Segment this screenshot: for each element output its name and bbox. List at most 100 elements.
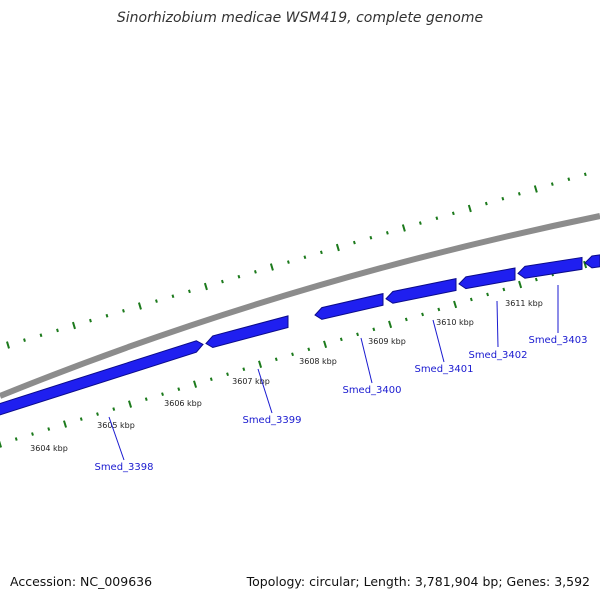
inner-track-dot [0, 440, 3, 448]
tick-label: 3608 kbp [299, 357, 337, 366]
outer-track-dot [451, 211, 455, 216]
gene-leader-line [360, 337, 373, 384]
inner-track-dot [209, 377, 213, 382]
tick-label: 3605 kbp [97, 421, 135, 430]
inner-track-dot [274, 357, 278, 362]
inner-track-dot [112, 407, 116, 411]
outer-track-dot [303, 255, 307, 260]
inner-track-dot [534, 277, 538, 282]
tick-label: 3610 kbp [436, 318, 474, 327]
outer-track-dot [335, 243, 340, 252]
inner-track-dot [161, 392, 164, 396]
gene-labels: Smed_3398 Smed_3399 Smed_3400 Smed_3401 Smed… [94, 285, 588, 473]
gene-leader-line [496, 300, 499, 348]
inner-track-dot [258, 360, 263, 368]
tick-label: 3606 kbp [164, 399, 202, 408]
outer-track-dot [155, 299, 158, 303]
inner-track-dot [372, 327, 376, 332]
inner-track-dot [226, 372, 229, 377]
inner-track-dot [193, 380, 198, 388]
gene-arrow [314, 292, 384, 320]
outer-track-dot [89, 318, 92, 323]
gene-arrow [205, 315, 289, 349]
outer-track-dot [501, 196, 505, 201]
gene-label: Smed_3403 [528, 335, 587, 346]
gene-label: Smed_3398 [94, 462, 153, 473]
gene-label: Smed_3400 [342, 385, 401, 396]
outer-track-dot [352, 240, 356, 245]
map-title: Sinorhizobium medicae WSM419, complete g… [117, 10, 483, 26]
outer-track-dot [435, 216, 439, 221]
outer-track-dot [39, 333, 43, 338]
accession-text: Accession: NC_009636 [10, 574, 152, 589]
outer-track-dot [385, 231, 389, 235]
gene-track [0, 254, 600, 416]
outer-track-dot [369, 235, 373, 240]
gene-label: Smed_3402 [468, 350, 527, 361]
outer-track-dot [221, 279, 224, 284]
outer-track-dot [203, 282, 208, 291]
outer-track-dot [418, 221, 422, 225]
outer-track-dot [319, 250, 323, 255]
outer-track-dot [254, 270, 257, 274]
inner-track-dot [291, 352, 294, 357]
inner-track-dot [469, 297, 473, 302]
outer-dotted-track [6, 172, 587, 349]
outer-track-dot [56, 328, 59, 333]
inner-track-dot [486, 292, 490, 297]
inner-track-dot [453, 300, 458, 309]
inner-track-dot [323, 340, 328, 349]
outer-track-dot [583, 172, 587, 177]
gene-arrow [0, 340, 204, 416]
outer-track-dot [137, 302, 142, 310]
inner-track-dot [307, 347, 311, 352]
tick-label: 3611 kbp [505, 299, 543, 308]
inner-track-dot [31, 432, 34, 436]
outer-track-dot [237, 274, 241, 279]
outer-track-dot [105, 313, 109, 318]
outer-track-dot [23, 338, 26, 342]
gene-arrow [385, 278, 457, 304]
inner-track-dot [14, 437, 18, 441]
outer-track-dot [6, 341, 10, 349]
inner-track-dot [502, 287, 506, 292]
inner-track-dot [144, 397, 148, 401]
inner-track-dot [63, 420, 68, 428]
gene-leader-line [257, 368, 273, 414]
inner-track-dot [583, 260, 588, 269]
inner-dotted-track [0, 260, 588, 448]
outer-track-dot [286, 260, 290, 264]
tick-label: 3607 kbp [232, 377, 270, 386]
inner-track-dot [356, 332, 359, 337]
inner-track-dot [437, 307, 441, 312]
genome-summary-text: Topology: circular; Length: 3,781,904 bp… [246, 574, 590, 589]
inner-track-dot [96, 412, 99, 416]
outer-track-dot [122, 309, 125, 313]
genome-backbone [0, 213, 600, 399]
outer-track-dot [401, 224, 406, 232]
gene-leader-line [108, 416, 125, 461]
inner-track-dot [518, 280, 523, 289]
kbp-tick-labels: 3604 kbp 3605 kbp 3606 kbp 3607 kbp 3608 kbp… [30, 299, 543, 453]
inner-track-dot [242, 367, 246, 372]
outer-track-dot [567, 177, 571, 182]
inner-track-dot [128, 400, 133, 408]
tick-label: 3604 kbp [30, 444, 68, 453]
gene-arrow [517, 256, 583, 279]
inner-track-dot [79, 417, 83, 421]
inner-track-dot [421, 312, 425, 317]
outer-track-dot [467, 204, 472, 213]
outer-track-dot [71, 321, 76, 330]
gene-arrow [458, 267, 516, 290]
gene-arrow [584, 254, 600, 269]
outer-track-dot [484, 201, 488, 206]
inner-track-dot [177, 387, 181, 391]
outer-track-dot [533, 185, 538, 193]
gene-label: Smed_3401 [414, 364, 473, 375]
outer-track-dot [171, 294, 175, 299]
outer-track-dot [550, 182, 554, 186]
outer-track-dot [517, 192, 521, 196]
inner-track-dot [388, 320, 393, 329]
tick-label: 3609 kbp [368, 337, 406, 346]
